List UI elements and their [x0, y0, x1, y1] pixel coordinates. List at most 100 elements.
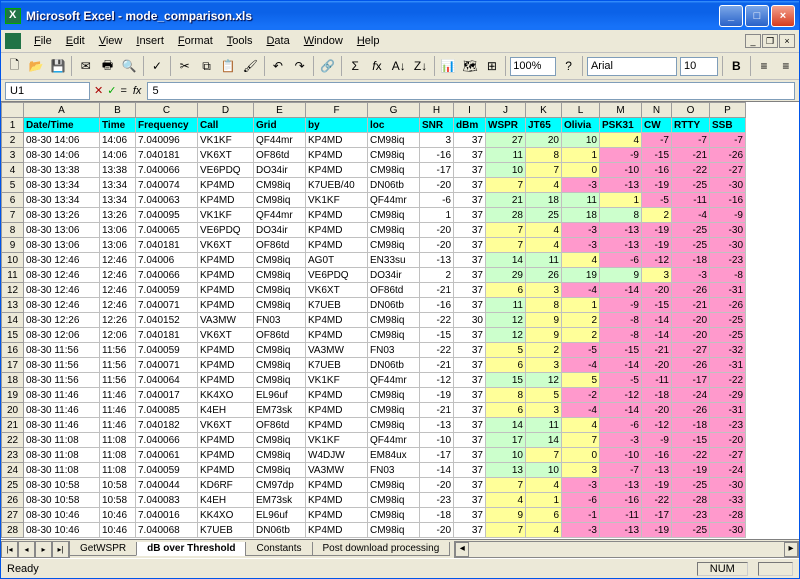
cell[interactable]: -23 — [710, 253, 746, 268]
row-header[interactable]: 27 — [2, 508, 24, 523]
cell[interactable]: CM98iq — [254, 358, 306, 373]
cell[interactable]: KP4MD — [198, 463, 254, 478]
cell[interactable]: 27 — [486, 133, 526, 148]
cell[interactable]: 13:06 — [100, 238, 136, 253]
cell[interactable]: -17 — [420, 163, 454, 178]
cell[interactable]: CM98iq — [368, 238, 420, 253]
cell[interactable]: 11 — [526, 253, 562, 268]
cell[interactable]: -33 — [710, 493, 746, 508]
header-cell[interactable]: JT65 — [526, 118, 562, 133]
cell[interactable]: 7 — [486, 523, 526, 538]
cell[interactable]: KP4MD — [198, 298, 254, 313]
sheet-tab[interactable]: GetWSPR — [69, 542, 137, 556]
cell[interactable]: -30 — [710, 223, 746, 238]
cell[interactable]: CM98iq — [254, 373, 306, 388]
cell[interactable]: -17 — [672, 373, 710, 388]
undo-icon[interactable]: ↶ — [269, 56, 288, 76]
cell[interactable]: -14 — [600, 358, 642, 373]
row-header[interactable]: 23 — [2, 448, 24, 463]
cell[interactable]: KP4MD — [198, 283, 254, 298]
cell[interactable]: 08-30 14:06 — [24, 148, 100, 163]
cell[interactable]: 30 — [454, 313, 486, 328]
cell[interactable]: 2 — [562, 328, 600, 343]
cell[interactable]: -10 — [600, 448, 642, 463]
cell[interactable]: -13 — [642, 463, 672, 478]
cell[interactable]: -12 — [420, 373, 454, 388]
cell[interactable]: FN03 — [368, 463, 420, 478]
cell[interactable]: FN03 — [368, 343, 420, 358]
cell[interactable]: 15 — [486, 373, 526, 388]
cell[interactable]: KP4MD — [198, 448, 254, 463]
cell[interactable]: DO34ir — [254, 163, 306, 178]
cell[interactable]: 7.040066 — [136, 268, 198, 283]
cell[interactable]: -4 — [562, 403, 600, 418]
cell[interactable]: KP4MD — [306, 133, 368, 148]
cell[interactable]: 12:06 — [100, 328, 136, 343]
cell[interactable]: 4 — [486, 493, 526, 508]
cell[interactable]: KP4MD — [306, 418, 368, 433]
cell[interactable]: -31 — [710, 358, 746, 373]
row-header[interactable]: 13 — [2, 298, 24, 313]
sum-icon[interactable]: Σ — [346, 56, 365, 76]
cell[interactable]: -25 — [672, 238, 710, 253]
cell[interactable]: 12:46 — [100, 253, 136, 268]
cell[interactable]: KP4MD — [198, 433, 254, 448]
cell[interactable]: -31 — [710, 403, 746, 418]
row-header[interactable]: 4 — [2, 163, 24, 178]
cell[interactable]: 0 — [562, 448, 600, 463]
cell[interactable]: EM73sk — [254, 403, 306, 418]
cell[interactable]: -23 — [710, 418, 746, 433]
cell[interactable]: -21 — [672, 298, 710, 313]
cell[interactable]: 1 — [420, 208, 454, 223]
cell[interactable]: -26 — [710, 298, 746, 313]
cell[interactable]: 11:56 — [100, 343, 136, 358]
cell[interactable]: KP4MD — [198, 373, 254, 388]
cell[interactable]: 6 — [526, 508, 562, 523]
cell[interactable]: -19 — [642, 178, 672, 193]
cell[interactable]: CM98iq — [254, 283, 306, 298]
cell[interactable]: CM98iq — [254, 268, 306, 283]
cell[interactable]: -26 — [672, 403, 710, 418]
menu-help[interactable]: Help — [350, 33, 387, 49]
header-cell[interactable]: SNR — [420, 118, 454, 133]
cell[interactable]: -10 — [420, 433, 454, 448]
cell[interactable]: CM98iq — [368, 418, 420, 433]
enter-icon[interactable]: ✓ — [107, 84, 116, 97]
tab-last[interactable]: ▸| — [52, 541, 69, 558]
doc-minimize[interactable]: _ — [745, 34, 761, 48]
header-cell[interactable]: loc — [368, 118, 420, 133]
cell[interactable]: KP4MD — [306, 148, 368, 163]
cell[interactable]: 7.040181 — [136, 148, 198, 163]
cell[interactable]: KP4MD — [306, 313, 368, 328]
cell[interactable]: 13:38 — [100, 163, 136, 178]
cell[interactable]: 7.040095 — [136, 208, 198, 223]
cell[interactable]: 12 — [526, 373, 562, 388]
cell[interactable]: 11:56 — [100, 373, 136, 388]
cell[interactable]: CM98iq — [368, 388, 420, 403]
cell[interactable]: 11 — [486, 148, 526, 163]
cell[interactable]: 7.040063 — [136, 193, 198, 208]
col-header[interactable]: M — [600, 103, 642, 118]
cell[interactable]: 37 — [454, 508, 486, 523]
cell[interactable]: 11 — [562, 193, 600, 208]
row-header[interactable]: 25 — [2, 478, 24, 493]
cell[interactable]: OF86td — [254, 418, 306, 433]
cell[interactable]: -20 — [642, 358, 672, 373]
cell[interactable]: -6 — [600, 253, 642, 268]
cell[interactable]: 7 — [486, 238, 526, 253]
titlebar[interactable]: Microsoft Excel - mode_comparison.xls _ … — [1, 1, 799, 30]
col-header[interactable]: J — [486, 103, 526, 118]
cell[interactable]: -20 — [642, 283, 672, 298]
cell[interactable]: KK4XO — [198, 388, 254, 403]
cell[interactable]: 7.040059 — [136, 343, 198, 358]
cell[interactable]: 37 — [454, 403, 486, 418]
cell[interactable]: 7.040074 — [136, 178, 198, 193]
cell[interactable]: -3 — [562, 178, 600, 193]
cell[interactable]: 08-30 11:46 — [24, 388, 100, 403]
cell[interactable]: 29 — [486, 268, 526, 283]
open-icon[interactable]: 📂 — [27, 56, 46, 76]
row-header[interactable]: 1 — [2, 118, 24, 133]
header-cell[interactable]: CW — [642, 118, 672, 133]
cell[interactable]: -16 — [710, 193, 746, 208]
cell[interactable]: KP4MD — [306, 163, 368, 178]
